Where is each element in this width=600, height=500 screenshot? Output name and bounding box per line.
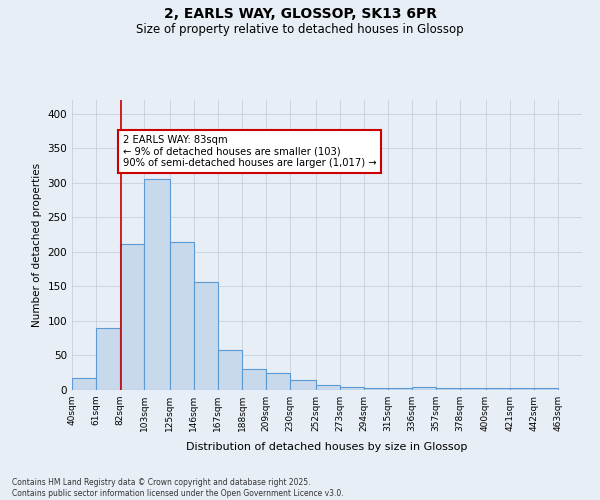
Bar — [316, 385, 340, 390]
Bar — [340, 387, 364, 390]
Text: Contains HM Land Registry data © Crown copyright and database right 2025.
Contai: Contains HM Land Registry data © Crown c… — [12, 478, 344, 498]
Text: 2, EARLS WAY, GLOSSOP, SK13 6PR: 2, EARLS WAY, GLOSSOP, SK13 6PR — [163, 8, 437, 22]
Bar — [145, 180, 170, 390]
Text: Distribution of detached houses by size in Glossop: Distribution of detached houses by size … — [187, 442, 467, 452]
Bar — [534, 388, 558, 390]
Bar — [388, 388, 412, 390]
Bar — [72, 378, 96, 390]
Bar — [290, 380, 316, 390]
Text: 2 EARLS WAY: 83sqm
← 9% of detached houses are smaller (103)
90% of semi-detache: 2 EARLS WAY: 83sqm ← 9% of detached hous… — [122, 134, 376, 168]
Bar — [436, 388, 460, 390]
Bar — [96, 328, 120, 390]
Bar — [364, 388, 388, 390]
Bar — [194, 282, 218, 390]
Bar — [485, 388, 509, 390]
Bar — [509, 388, 534, 390]
Bar — [242, 370, 266, 390]
Bar — [170, 242, 194, 390]
Bar — [266, 372, 290, 390]
Y-axis label: Number of detached properties: Number of detached properties — [32, 163, 42, 327]
Bar — [218, 350, 242, 390]
Bar — [460, 388, 485, 390]
Bar — [412, 387, 436, 390]
Text: Size of property relative to detached houses in Glossop: Size of property relative to detached ho… — [136, 22, 464, 36]
Bar — [120, 244, 145, 390]
